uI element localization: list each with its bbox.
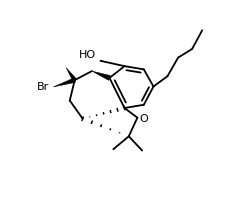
Text: Br: Br (37, 81, 49, 92)
Polygon shape (66, 68, 76, 81)
Polygon shape (53, 78, 75, 87)
Text: HO: HO (79, 50, 96, 60)
Text: O: O (139, 114, 148, 124)
Polygon shape (92, 71, 110, 80)
